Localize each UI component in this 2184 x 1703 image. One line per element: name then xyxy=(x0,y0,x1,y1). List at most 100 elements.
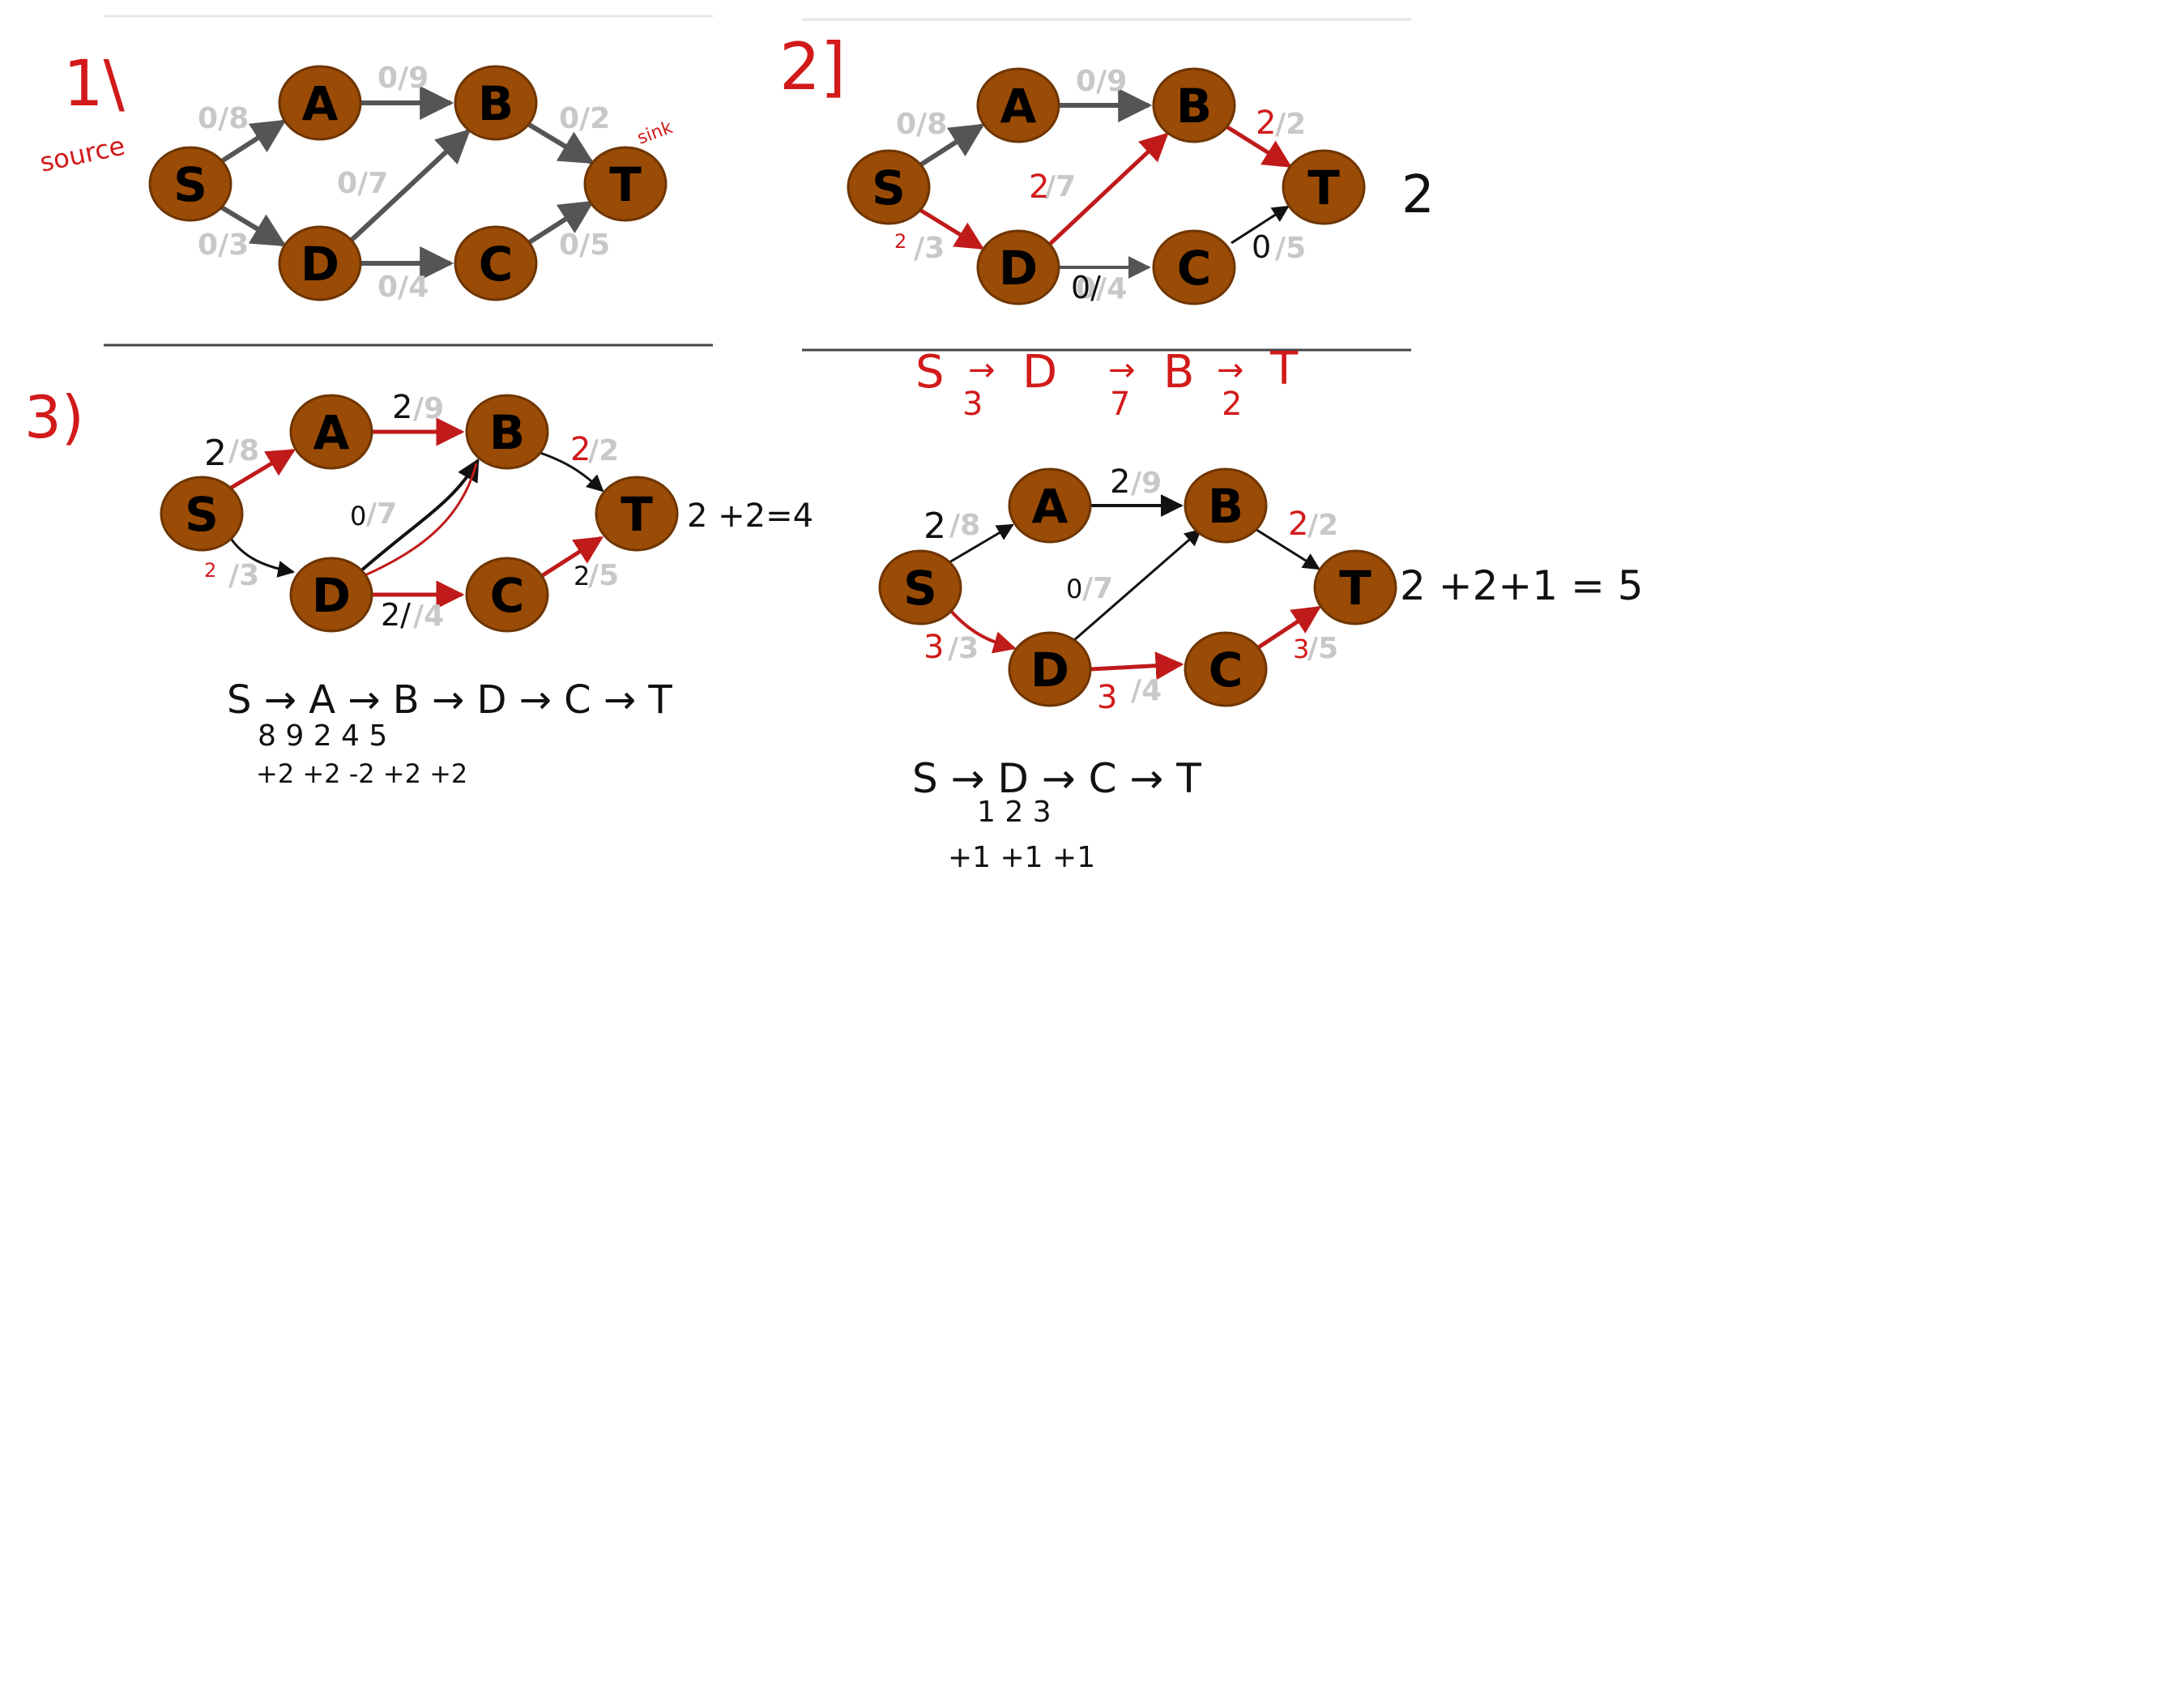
total-flow-2: 2 xyxy=(1401,165,1435,225)
node-d: D xyxy=(278,225,362,301)
flow-d-c: 0/ xyxy=(1071,270,1101,305)
path-amount: 3 xyxy=(962,386,983,423)
svg-text:S: S xyxy=(872,160,906,216)
svg-text:S: S xyxy=(185,487,219,542)
path-amounts: 8 9 2 4 5 xyxy=(258,719,387,753)
flow-c-t: 2 xyxy=(574,561,590,591)
node-a: A xyxy=(976,67,1060,143)
node-a: A xyxy=(1008,467,1092,544)
capacity-s-a: /8 xyxy=(949,509,980,542)
edge-b-t xyxy=(1253,527,1320,570)
svg-text:A: A xyxy=(302,76,339,131)
flow-d-c: 2/ xyxy=(381,597,411,633)
svg-text:B: B xyxy=(1208,479,1243,534)
source-note: source xyxy=(37,130,128,178)
path-node: S xyxy=(915,346,945,399)
svg-text:C: C xyxy=(479,237,514,292)
edge-s-d xyxy=(219,204,287,247)
capacity-c-t: /5 xyxy=(1307,632,1338,665)
capacity-s-d: /3 xyxy=(948,632,979,665)
svg-text:S: S xyxy=(903,561,937,616)
capacity-s-d: 0/3 xyxy=(198,228,249,262)
path-amounts: 1 2 3 xyxy=(977,796,1051,829)
capacity-b-t: /2 xyxy=(1275,108,1306,141)
capacity-c-t: /5 xyxy=(1275,232,1306,265)
edge-s-d xyxy=(948,608,1017,654)
flow-d-b: 0 xyxy=(350,501,366,531)
path-amount: 7 xyxy=(1110,386,1130,423)
flow-s-d: 2 xyxy=(894,230,906,253)
svg-text:A: A xyxy=(1032,479,1069,534)
flow-s-a: 2 xyxy=(204,433,227,474)
capacity-a-b: 0/9 xyxy=(1076,65,1127,98)
capacity-d-b: 0/7 xyxy=(337,167,388,200)
svg-text:A: A xyxy=(1000,79,1037,134)
edge-s-a xyxy=(219,119,287,164)
capacity-d-b: /7 xyxy=(1045,170,1076,203)
capacity-s-d: /3 xyxy=(914,232,945,265)
flow-network-panel-2: 2] 0/8 0/9 /2 /7 /3 /5 0/4 2 2 2 0 0/ 2 … xyxy=(779,29,1435,423)
edge-d-b xyxy=(358,458,480,574)
svg-text:D: D xyxy=(999,241,1038,296)
edge-s-a xyxy=(917,123,985,169)
capacity-a-b: /9 xyxy=(413,392,444,425)
flow-network-panel-4: /8 /9 /2 /7 /3 /5 /4 2 2 2 0 3 3 3 2 +2+… xyxy=(878,463,1644,874)
node-t: T xyxy=(595,476,679,552)
flow-d-c: 3 xyxy=(1097,679,1117,716)
edge-c-t xyxy=(1256,605,1321,651)
node-s: S xyxy=(878,549,962,625)
capacity-b-t: /2 xyxy=(1307,509,1338,542)
augmenting-path-note-2: S → D → B → T 3 7 2 xyxy=(915,343,1299,423)
svg-text:D: D xyxy=(312,568,351,623)
node-t: T xyxy=(1282,149,1366,225)
node-d: D xyxy=(976,229,1060,305)
capacity-s-a: /8 xyxy=(228,434,259,467)
path-arrow: → xyxy=(1108,352,1136,389)
capacity-c-t: /5 xyxy=(588,559,619,592)
path-arrow: → xyxy=(968,352,996,389)
flow-network-panel-3: 3) /8 /9 /2 /7 /3 /5 /4 2 2 2 0 2 2 2/ 2… xyxy=(24,383,813,789)
node-s: S xyxy=(160,476,244,552)
sink-note: sink xyxy=(635,117,676,149)
node-s: S xyxy=(847,149,931,225)
path-deltas: +1 +1 +1 xyxy=(948,841,1095,874)
svg-text:S: S xyxy=(173,157,207,212)
capacity-c-t: 0/5 xyxy=(559,228,610,262)
svg-text:T: T xyxy=(609,157,642,212)
node-s: S xyxy=(148,146,232,222)
edge-s-a xyxy=(949,523,1014,564)
step-marker-3: 3) xyxy=(24,383,84,451)
flow-s-d: 3 xyxy=(924,629,944,666)
edge-s-d xyxy=(227,534,296,578)
capacity-s-d: /3 xyxy=(228,559,259,592)
augmenting-path-note-3: S → A → B → D → C → T 8 9 2 4 5 +2 +2 -2… xyxy=(227,677,672,789)
edge-b-t xyxy=(525,121,595,164)
node-a: A xyxy=(289,394,373,470)
flow-s-a: 2 xyxy=(924,506,946,547)
node-b: B xyxy=(1184,467,1268,544)
svg-text:A: A xyxy=(314,405,350,460)
node-b: B xyxy=(465,394,549,470)
path-node: D xyxy=(1022,346,1057,399)
flow-a-b: 2 xyxy=(1110,463,1130,501)
flow-d-b: 2 xyxy=(1029,169,1049,206)
edge-d-b xyxy=(1073,528,1202,642)
svg-text:D: D xyxy=(301,237,339,292)
capacity-s-a: 0/8 xyxy=(896,108,947,141)
svg-text:C: C xyxy=(1209,642,1243,698)
path-node: T xyxy=(1269,343,1299,395)
flow-c-t: 3 xyxy=(1293,634,1309,664)
flow-b-t: 2 xyxy=(570,431,591,468)
step-marker-2: 2] xyxy=(779,29,846,105)
edge-s-a xyxy=(227,448,296,492)
edge-c-t xyxy=(1231,205,1290,245)
augmenting-path-note-4: S → D → C → T 1 2 3 +1 +1 +1 xyxy=(912,755,1201,874)
path-deltas: +2 +2 -2 +2 +2 xyxy=(256,758,467,789)
svg-text:D: D xyxy=(1030,642,1069,698)
node-d: D xyxy=(289,557,373,633)
svg-text:T: T xyxy=(1339,561,1371,616)
node-b: B xyxy=(1152,67,1236,143)
edge-d-b-flow xyxy=(360,463,478,578)
svg-text:B: B xyxy=(478,76,514,131)
